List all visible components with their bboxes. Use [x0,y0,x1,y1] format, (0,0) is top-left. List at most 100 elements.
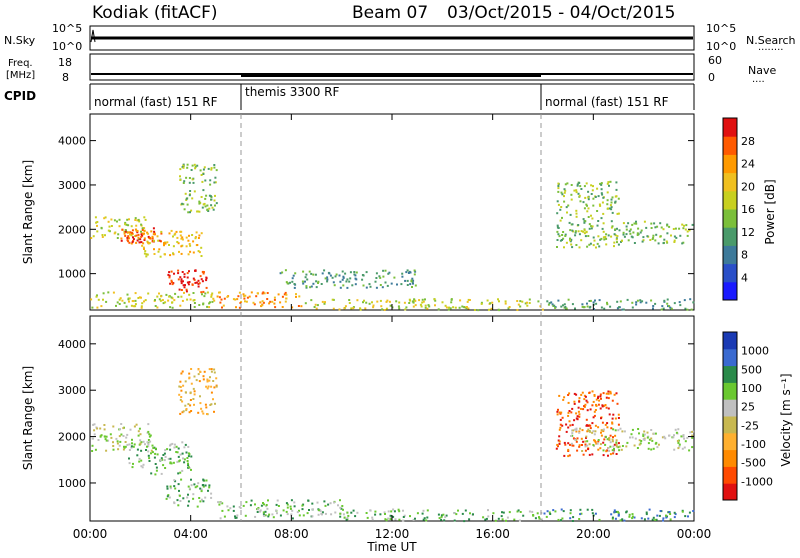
scatter-cell [315,286,318,289]
scatter-cell [147,423,150,426]
scatter-cell [411,286,413,288]
scatter-cell [125,229,127,232]
scatter-cell [243,297,246,300]
scatter-cell [578,246,581,249]
scatter-cell [618,306,620,309]
scatter-cell [597,195,600,198]
scatter-cell [662,242,665,245]
scatter-cell [314,303,317,306]
scatter-cell [640,440,643,442]
scatter-cell [205,479,208,482]
scatter-cell [595,398,598,401]
scatter-cell [650,222,653,225]
scatter-cell [426,307,429,310]
scatter-cell [572,516,575,519]
scatter-cell [611,196,614,199]
scatter-cell [570,238,573,241]
scatter-cell [593,410,596,413]
scatter-cell [638,432,640,435]
scatter-cell [238,306,241,309]
scatter-cell [616,227,618,230]
colorbar-frame [722,117,738,301]
scatter-cell [147,292,150,295]
scatter-cell [204,197,207,200]
colorbar-tick-label: 16 [741,203,755,216]
scatter-cell [118,225,121,228]
scatter-cell [194,165,197,168]
scatter-cell [594,441,597,443]
scatter-cell [551,303,554,306]
colorbar-swatch [723,432,737,451]
scatter-cell [617,212,620,215]
scatter-cell [611,421,614,424]
scatter-cell [634,437,637,440]
scatter-cell [109,433,112,436]
scatter-cell [556,239,559,241]
scatter-cell [576,449,579,452]
scatter-cell [124,230,127,233]
scatter-cell [541,308,544,311]
scatter-cell [99,435,102,438]
scatter-cell [210,198,213,201]
scatter-cell [188,181,191,184]
scatter-cell [614,417,617,420]
colorbar-swatch [723,483,737,501]
scatter-cell [180,396,183,398]
scatter-cell [581,444,583,446]
scatter-cell [284,269,287,272]
scatter-cell [589,427,592,430]
scatter-cell [684,440,687,443]
scatter-cell [573,419,576,422]
scatter-cell [164,467,167,469]
colorbar-tick-label: 4 [741,271,748,284]
scatter-cell [592,400,595,403]
scatter-cell [175,445,178,448]
scatter-cell [604,443,607,446]
scatter-cell [147,242,150,245]
scatter-cell [307,499,310,502]
scatter-cell [191,197,194,200]
scatter-cell [183,286,186,289]
colorbar-tick-label: -500 [741,457,766,470]
scatter-cell [95,295,98,298]
scatter-cell [463,520,466,523]
scatter-cell [548,511,551,514]
scatter-cell [207,489,209,492]
scatter-cell [434,299,437,302]
scatter-cell [185,451,188,454]
scatter-cell [200,246,203,249]
scatter-cell [587,190,590,193]
scatter-cell [199,402,202,405]
colorbar-swatch [723,449,737,467]
scatter-cell [250,291,253,294]
scatter-cell [402,509,404,512]
scatter-cell [611,399,614,402]
scatter-cell [343,307,346,310]
scatter-cell [586,210,589,213]
scatter-cell [636,447,639,449]
scatter-cell [682,435,685,438]
scatter-cell [293,501,296,504]
scatter-cell [453,512,456,515]
scatter-cell [639,299,642,302]
scatter-cell [181,441,184,444]
scatter-cell [173,485,176,488]
scatter-cell [598,299,601,302]
scatter-cell [584,440,587,443]
scatter-cell [180,478,183,481]
scatter-cell [567,455,570,458]
scatter-cell [588,227,591,230]
scatter-cell [200,232,203,235]
scatter-cell [583,221,586,224]
freq-tick-top: 18 [58,56,72,69]
scatter-cell [491,301,494,304]
scatter-cell [125,305,128,308]
scatter-cell [593,414,596,417]
scatter-cell [621,308,624,311]
scatter-cell [119,440,122,443]
scatter-cell [608,437,611,439]
scatter-cell [656,514,659,517]
scatter-cell [208,484,211,487]
scatter-cell [153,456,156,459]
scatter-cell [583,232,586,235]
